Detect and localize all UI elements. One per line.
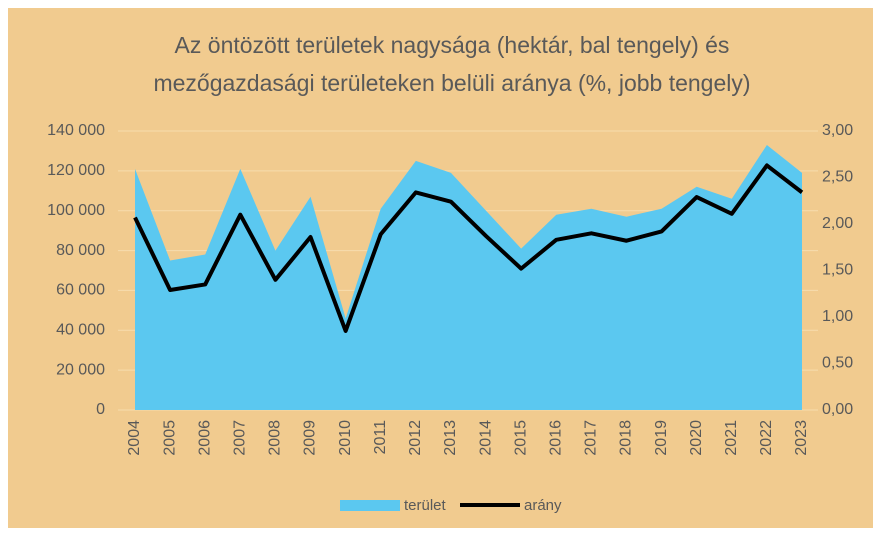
x-tick-label: 2019 xyxy=(653,420,670,456)
area xyxy=(135,144,802,410)
x-tick-label: 2010 xyxy=(337,420,354,456)
y-tick-label: 140 000 xyxy=(47,122,105,139)
chart-title: Az öntözött területek nagysága (hektár, … xyxy=(175,32,730,58)
x-tick-label: 2007 xyxy=(232,420,249,456)
y2-tick-label: 0,50 xyxy=(822,355,853,372)
y-tick-label: 60 000 xyxy=(56,282,105,299)
x-tick-label: 2016 xyxy=(547,420,564,456)
y2-tick-label: 1,50 xyxy=(822,262,853,279)
x-tick-label: 2008 xyxy=(267,420,284,456)
x-tick-label: 2011 xyxy=(372,420,389,455)
legend-label: terület xyxy=(404,497,447,514)
line xyxy=(133,163,804,333)
chart-title: mezőgazdasági területeken belüli aránya … xyxy=(153,70,750,96)
y-tick-label: 0 xyxy=(96,401,105,418)
x-tick-label: 2021 xyxy=(723,420,740,456)
x-tick-label: 2023 xyxy=(793,420,810,456)
x-tick-label: 2009 xyxy=(302,420,319,456)
x-tick-label: 2014 xyxy=(477,420,494,456)
x-tick-label: 2018 xyxy=(618,420,635,456)
x-tick-label: 2022 xyxy=(758,420,775,456)
x-tick-label: 2006 xyxy=(196,420,213,456)
x-tick-label: 2005 xyxy=(161,420,178,456)
y-tick-label: 80 000 xyxy=(56,242,105,259)
x-tick-label: 2012 xyxy=(407,420,424,456)
y2-tick-label: 1,00 xyxy=(822,308,853,325)
legend-swatch xyxy=(340,500,400,511)
x-tick-label: 2020 xyxy=(688,420,705,456)
y2-tick-label: 0,00 xyxy=(822,401,853,418)
x-tick-label: 2013 xyxy=(442,420,459,456)
y-tick-label: 120 000 xyxy=(47,162,105,179)
y-tick-label: 20 000 xyxy=(56,361,105,378)
y2-tick-label: 2,00 xyxy=(822,215,853,232)
x-tick-label: 2015 xyxy=(512,420,529,456)
legend-label: arány xyxy=(524,497,562,514)
y2-tick-label: 3,00 xyxy=(822,122,853,139)
x-tick-label: 2017 xyxy=(583,420,600,456)
y-tick-label: 40 000 xyxy=(56,322,105,339)
y2-tick-label: 2,50 xyxy=(822,169,853,186)
x-tick-label: 2004 xyxy=(126,420,143,456)
y-tick-label: 100 000 xyxy=(47,202,105,219)
